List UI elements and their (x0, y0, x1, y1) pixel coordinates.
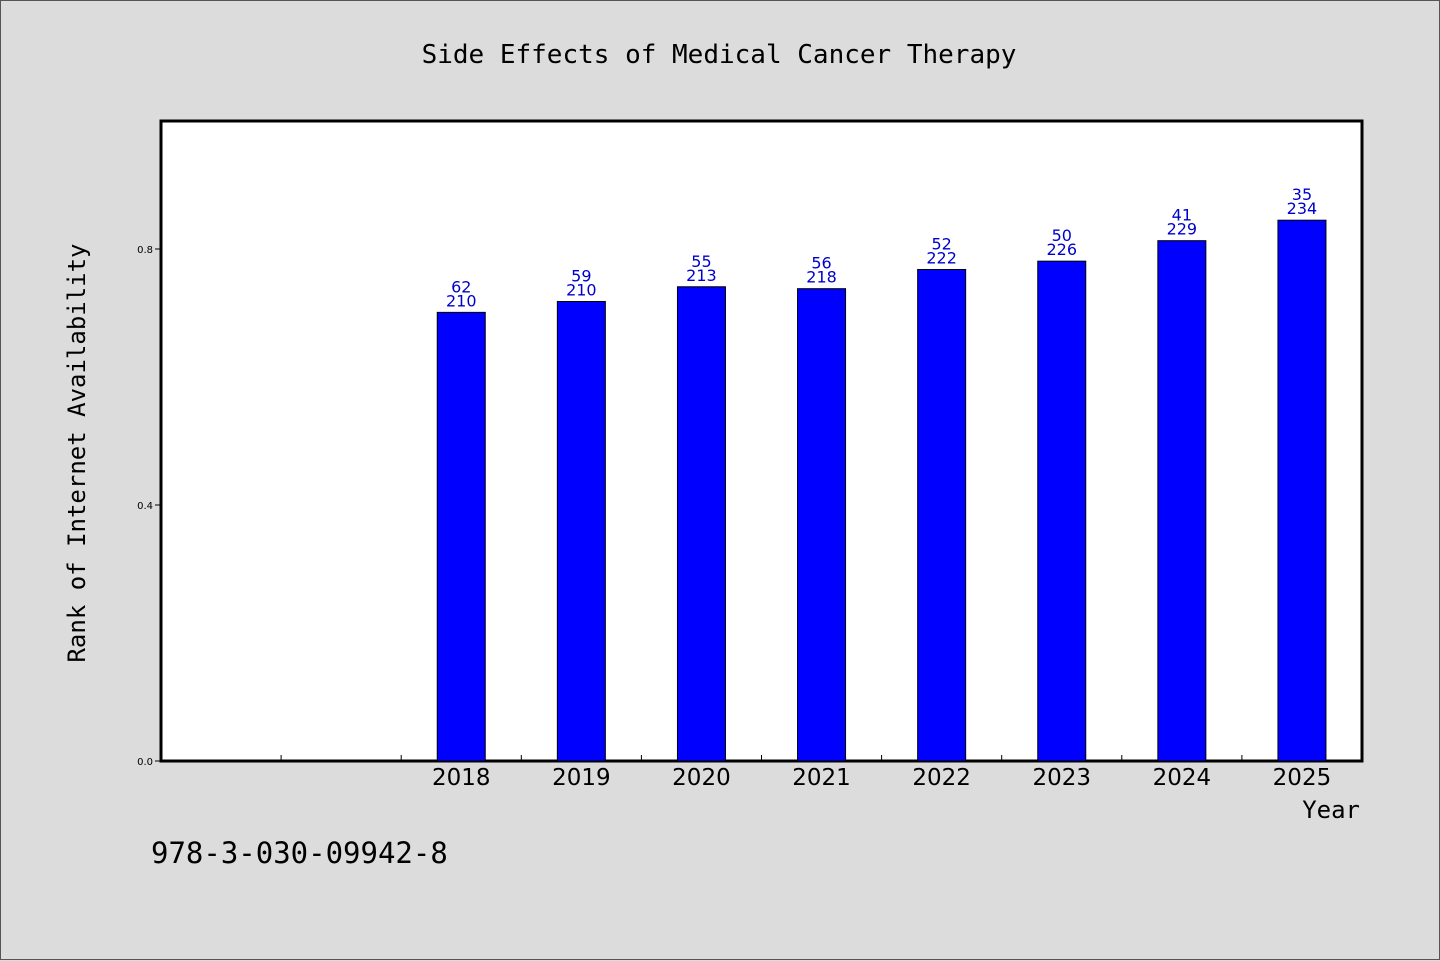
data-label-top: 41 (1172, 206, 1192, 225)
x-tick-label: 2023 (1032, 765, 1091, 791)
data-label-top: 62 (451, 277, 471, 296)
data-label-bottom: 226 (1046, 240, 1077, 259)
data-label-bottom: 210 (566, 280, 597, 299)
bar-2025 (1277, 219, 1327, 762)
y-tick-label: 0.0 (137, 757, 153, 768)
bar-2020 (676, 286, 726, 762)
chart-title: Side Effects of Medical Cancer Therapy (422, 40, 1017, 70)
x-tick-label: 2022 (912, 765, 971, 791)
data-label-bottom: 234 (1287, 199, 1318, 218)
bar-2023 (1037, 260, 1087, 762)
x-tick-label: 2024 (1153, 765, 1212, 791)
data-label-bottom: 218 (806, 268, 837, 287)
data-label-bottom: 229 (1167, 220, 1198, 239)
data-label-bottom: 213 (686, 266, 717, 285)
y-axis-label: Rank of Internet Availability (63, 243, 91, 662)
x-axis: 2018 2019 2020 2021 2022 2023 2024 2025 (280, 755, 1332, 791)
y-axis: 0.0 0.4 0.8 (137, 245, 161, 768)
x-tick-label: 2018 (432, 765, 491, 791)
x-tick-label: 2020 (672, 765, 731, 791)
bar-series (436, 219, 1327, 762)
bar-2019 (556, 300, 606, 762)
bar-2024 (1157, 240, 1207, 762)
data-label-top: 52 (931, 234, 951, 253)
data-label-bottom: 222 (926, 248, 957, 267)
x-tick-label: 2021 (792, 765, 851, 791)
data-label-top: 59 (571, 266, 591, 285)
x-axis-label: Year (1302, 796, 1360, 824)
data-label-top: 35 (1292, 185, 1312, 204)
x-tick-label: 2025 (1273, 765, 1332, 791)
isbn-text: 978-3-030-09942-8 (151, 836, 448, 870)
bar-2018 (436, 311, 486, 762)
bar-2021 (797, 288, 847, 762)
data-label-top: 50 (1052, 226, 1072, 245)
y-tick-label: 0.4 (137, 501, 153, 512)
data-label-top: 55 (691, 252, 711, 271)
data-label-top: 56 (811, 254, 831, 273)
x-tick-label: 2019 (552, 765, 611, 791)
data-label-bottom: 210 (446, 291, 477, 310)
bar-2022 (917, 268, 967, 762)
y-tick-label: 0.8 (137, 245, 153, 256)
